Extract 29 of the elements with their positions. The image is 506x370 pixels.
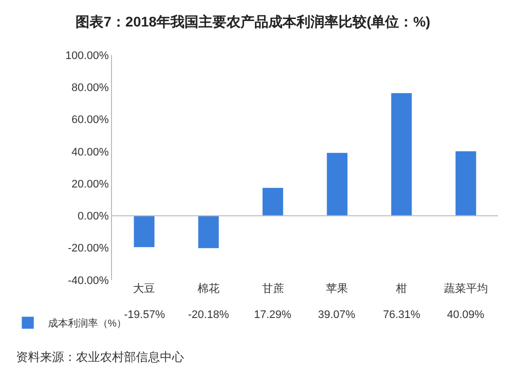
y-tick-label: -20.00% bbox=[68, 242, 110, 255]
y-tick-label: 40.00% bbox=[71, 146, 110, 158]
data-label: 76.31% bbox=[383, 309, 421, 321]
y-tick-label: 80.00% bbox=[71, 82, 110, 94]
bar bbox=[326, 152, 348, 216]
bar bbox=[262, 188, 284, 216]
x-tick-label: 棉花 bbox=[198, 282, 220, 295]
chart-title: 图表7：2018年我国主要农产品成本利润率比较(单位：%) bbox=[76, 13, 430, 30]
data-label: -20.18% bbox=[188, 309, 230, 321]
data-label: -19.57% bbox=[124, 309, 166, 321]
y-tick-label: 0.00% bbox=[78, 210, 110, 223]
x-tick-label: 苹果 bbox=[326, 283, 348, 295]
data-label: 40.09% bbox=[447, 309, 485, 321]
x-tick-label: 大豆 bbox=[133, 282, 156, 295]
bar bbox=[134, 216, 154, 248]
y-tick-label: 100.00% bbox=[65, 50, 110, 62]
x-tick-label: 柑 bbox=[395, 283, 407, 295]
legend-label: 成本利润率（%） bbox=[48, 318, 127, 330]
bar bbox=[456, 151, 476, 216]
x-tick-label: 蔬菜平均 bbox=[444, 282, 488, 295]
text: 资料来源：农业农村部信息中心 bbox=[16, 350, 184, 364]
data-label: 39.07% bbox=[318, 309, 356, 321]
bar bbox=[391, 93, 412, 216]
y-tick-label: 20.00% bbox=[71, 178, 110, 190]
x-tick-label: 甘蔗 bbox=[262, 282, 284, 295]
y-tick-label: -40.00% bbox=[68, 274, 110, 287]
y-tick-label: 60.00% bbox=[71, 114, 110, 126]
data-label: 17.29% bbox=[254, 309, 292, 321]
bar bbox=[198, 216, 219, 248]
